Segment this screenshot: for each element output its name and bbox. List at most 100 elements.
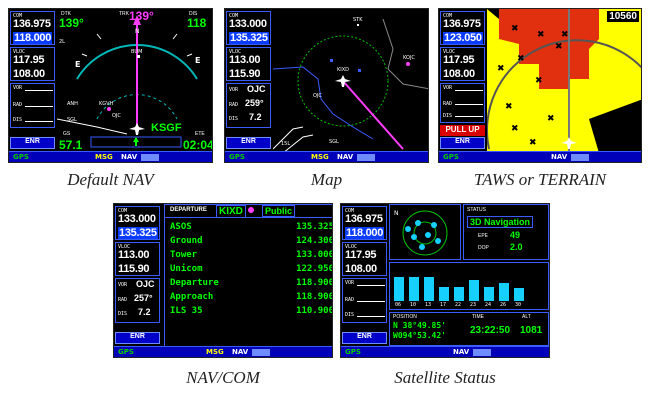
nav-annunciator: NAV [337,153,354,161]
vloc-box[interactable]: VLOC 117.95 108.00 [10,47,55,81]
enr-button[interactable]: ENR [115,332,160,344]
wp-bum-mark [137,55,140,58]
signal-bar [394,277,404,301]
rad-value: 259° [245,98,264,108]
gps-annunciator: GPS [443,153,459,161]
wp-kixd: KIXD [337,67,349,73]
gps-annunciator: GPS [118,348,134,356]
gps-annunciator: GPS [345,348,361,356]
dis-dash [455,116,483,117]
com-box[interactable]: COM 133.000 135.325 [115,206,160,240]
enr-button[interactable]: ENR [10,137,55,149]
signal-bar [454,287,464,301]
svg-text:✖: ✖ [517,54,525,64]
dtk-value: 139° [59,16,84,30]
status-label: STATUS [467,207,486,213]
status-bar: GPS NAV [341,346,549,357]
vloc-active-freq: 113.00 [229,54,261,66]
boundary-line [273,66,374,140]
list-item[interactable]: Approach 118.900 [170,292,332,302]
public-icon [248,207,254,213]
course-line [342,80,404,150]
dis-label: DIS [443,113,453,119]
sat-dot [435,238,441,244]
nav-annunciator: NAV [453,348,470,356]
list-item[interactable]: Tower 133.000 [170,250,332,260]
list-item[interactable]: Unicom 122.950 [170,264,332,274]
sat-id-label: 26 [500,302,507,308]
gs-label: GS [63,131,71,137]
active-waypoint: KSGF [151,122,182,134]
com-box[interactable]: COM 133.000 135.325 [226,11,271,45]
com-standby-freq: 135.325 [229,32,269,44]
course-arrow [133,15,141,25]
vor-box: VOR RAD DIS [342,278,387,323]
status-bar: GPS MSG NAV [114,346,332,357]
com-box[interactable]: COM 136.975 118.000 [342,206,387,240]
freq-value: 110.900 [296,306,333,316]
time-label: TIME [472,314,484,320]
vloc-box[interactable]: VLOC 113.00 115.90 [115,242,160,276]
list-item[interactable]: ILS 35 110.900 [170,306,333,316]
compass-arc [486,39,641,150]
dop-value: 2.0 [510,242,523,252]
sat-dot [405,226,411,232]
vloc-box[interactable]: VLOC 113.00 115.90 [226,47,271,81]
caption-satellite: Satellite Status [394,368,496,387]
gps-status-panel: STATUS 3D Navigation EPE 49 DOP 2.0 [463,204,549,260]
vloc-standby-freq: 108.00 [443,68,475,80]
vloc-standby-freq: 115.90 [229,68,261,80]
com-box[interactable]: COM 136.975 118.000 [10,11,55,45]
sat-id-label: 10 [410,302,417,308]
rad-dash [25,106,53,107]
status-bar: GPS NAV [439,151,641,162]
vloc-active-freq: 117.95 [13,54,45,66]
dis-top-value: 118 [187,16,207,30]
trk-value: 139° [129,9,154,23]
svg-text:✖: ✖ [505,102,513,112]
sky-view: N [394,210,448,256]
sat-id-label: 24 [485,302,492,308]
list-item[interactable]: Ground 124.300 [170,236,332,246]
airport-id[interactable]: KIXD [216,205,246,218]
radio-column: COM 136.975 123.050 VLOC 117.95 108.00 V… [439,9,487,162]
list-item[interactable]: ASOS 135.325 [170,222,332,232]
dis-label: DIS [13,117,23,123]
aircraft-icon [561,137,577,149]
vor-ident: OJC [136,279,155,289]
vloc-box[interactable]: VLOC 117.95 108.00 [342,242,387,276]
radio-column: COM 133.000 135.325 VLOC 113.00 115.90 V… [225,9,273,162]
alt-value: 1081 [520,325,543,336]
nav-page-indicator [473,349,491,356]
nav-page-indicator [357,154,375,161]
com-box[interactable]: COM 136.975 123.050 [440,11,485,45]
wp-stk-mark [357,24,359,26]
enr-button[interactable]: ENR [342,332,387,344]
vor-label: VOR [443,85,453,91]
aircraft-icon [335,75,351,87]
vor-dash [357,285,385,286]
enr-button[interactable]: ENR [440,137,485,149]
vor-dash [455,90,483,91]
rad-label: RAD [443,101,453,107]
navcom-screen: COM 133.000 135.325 VLOC 113.00 115.90 V… [113,203,333,358]
status-bar: GPS MSG NAV [9,151,212,162]
blue-mark-1 [330,59,333,62]
enr-button[interactable]: ENR [226,137,271,149]
sky-n: N [394,210,399,217]
blue-mark-2 [358,69,361,72]
freq-name: Ground [170,236,203,246]
com-active-freq: 136.975 [345,213,383,225]
status-bar: GPS MSG NAV [225,151,428,162]
signal-bar [439,287,449,301]
longitude: W094°53.42' [393,331,446,340]
vor-box: VOR OJC RAD 259° DIS 7.2 [226,83,271,128]
vloc-standby-freq: 108.00 [13,68,45,80]
vloc-label: VLOC [13,49,26,55]
list-item[interactable]: Departure 118.900 [170,278,332,288]
taws-screen: ✖ ✖ ✖ ✖ ✖ ✖ ✖ ✖ ✖ ✖ ✖ 10560 COM 136.975 … [438,8,642,163]
gps-annunciator: GPS [229,153,245,161]
vloc-box[interactable]: VLOC 117.95 108.00 [440,47,485,81]
vloc-label: VLOC [345,244,358,250]
svg-text:✖: ✖ [555,42,563,52]
